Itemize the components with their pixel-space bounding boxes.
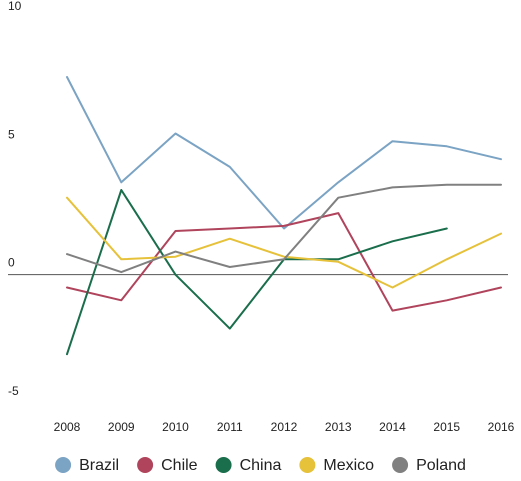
legend-item-chile: Chile [137,457,198,474]
y-tick-label: 5 [8,127,15,141]
x-tick-label: 2015 [433,420,460,434]
legend-label: Chile [161,457,198,474]
x-tick-label: 2014 [379,420,406,434]
legend-label: Mexico [323,457,374,474]
legend-swatch [137,457,154,473]
series-line-china [66,189,448,356]
series-line-poland [66,183,502,274]
x-tick-label: 2008 [54,420,81,434]
x-tick-label: 2013 [325,420,352,434]
y-axis-ticks: 10 5 0 -5 [8,0,22,398]
legend-item-brazil: Brazil [55,457,119,474]
legend-label: Poland [416,457,466,474]
legend-swatch [55,457,72,473]
y-tick-label: -5 [8,384,19,398]
x-tick-label: 2009 [108,420,135,434]
legend-item-poland: Poland [392,457,466,474]
series-line-mexico [66,196,502,289]
x-tick-label: 2010 [162,420,189,434]
legend-swatch [215,457,232,473]
series-line-brazil [66,76,502,230]
legend-label: China [240,457,282,474]
legend-item-mexico: Mexico [299,457,374,474]
series-lines [66,76,502,356]
x-tick-label: 2012 [271,420,298,434]
x-tick-label: 2011 [217,420,243,434]
y-tick-label: 0 [8,256,15,270]
legend-item-china: China [215,457,282,474]
x-axis-ticks: 2008 2009 2010 2011 2012 2013 2014 2015 2016 [54,420,515,434]
series-line-chile [66,212,502,312]
legend-swatch [299,457,316,473]
legend-swatch [392,457,409,473]
legend: Brazil Chile China Mexico Poland [55,457,466,474]
legend-label: Brazil [79,457,119,474]
x-tick-label: 2016 [488,420,515,434]
y-tick-label: 10 [8,0,22,13]
